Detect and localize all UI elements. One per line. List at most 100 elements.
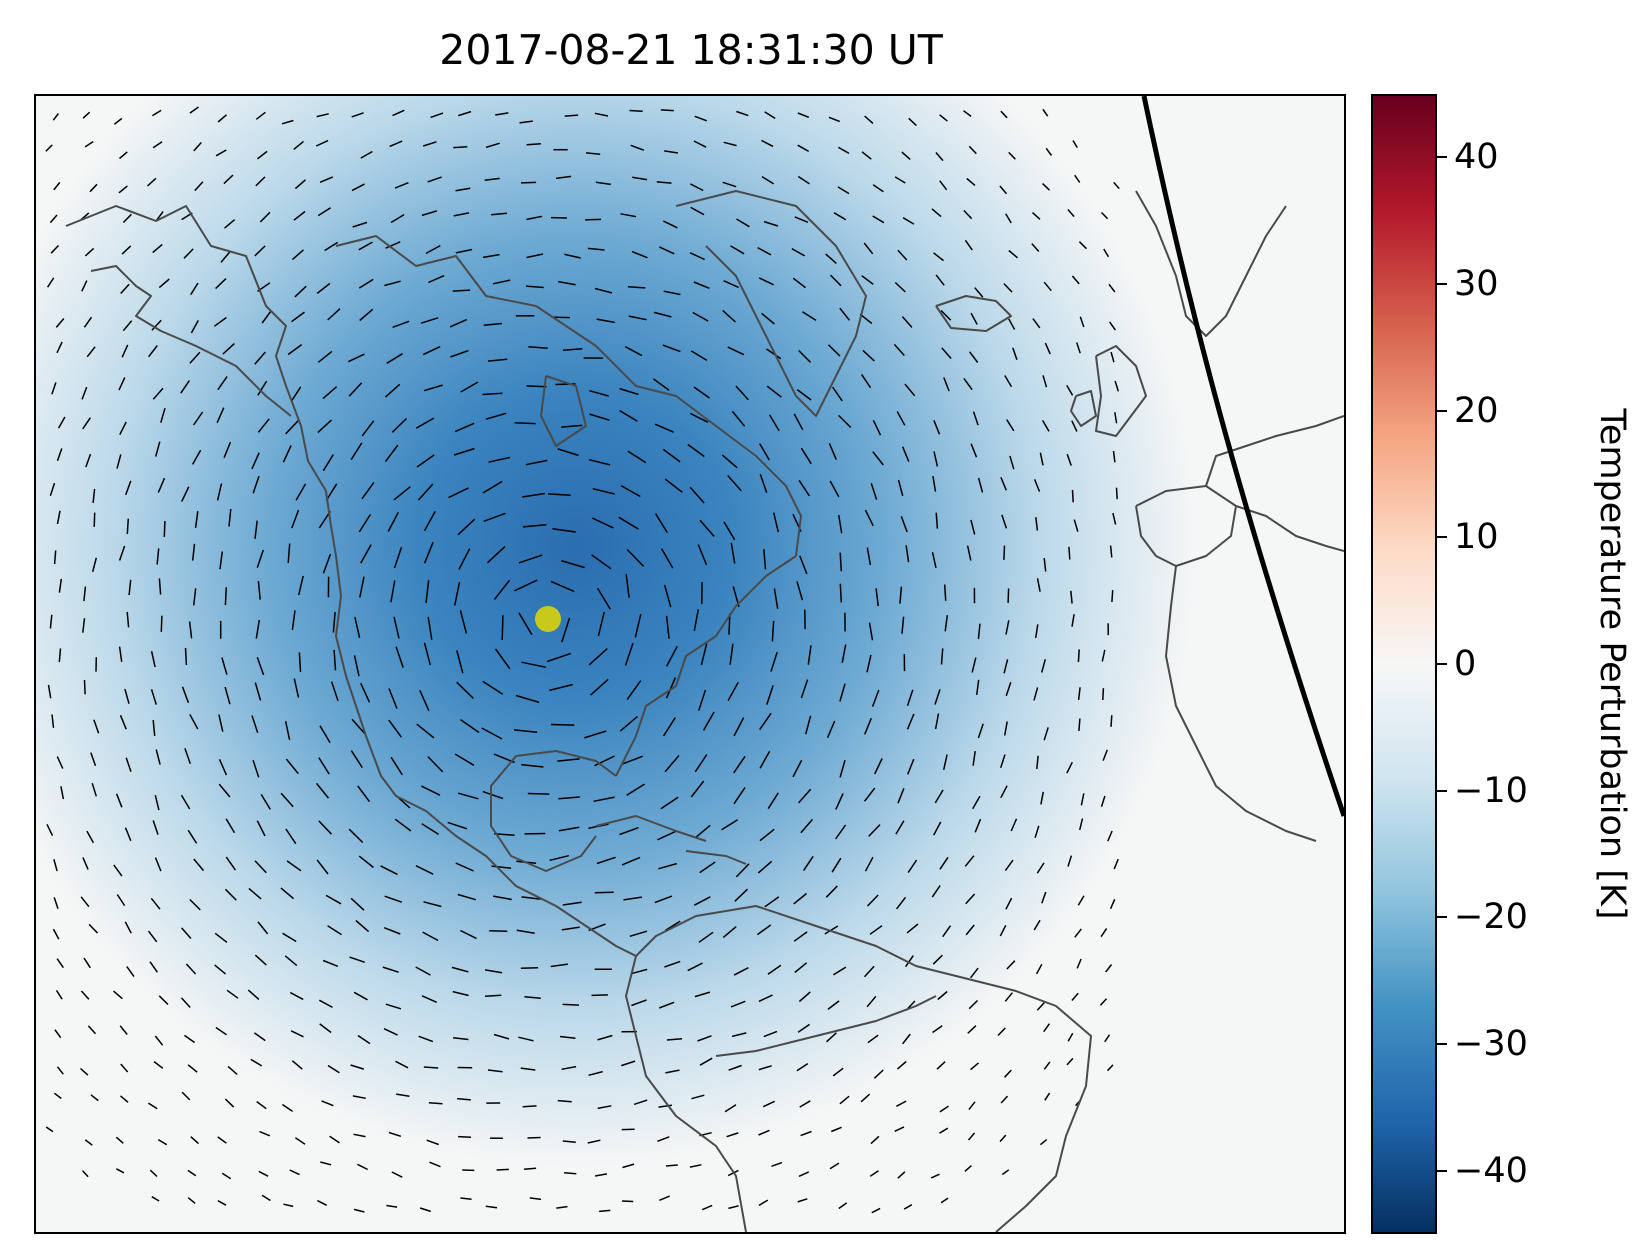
perturbation-vector bbox=[257, 921, 269, 935]
perturbation-vector bbox=[594, 1173, 608, 1177]
perturbation-vector bbox=[759, 712, 772, 731]
perturbation-vector bbox=[180, 380, 191, 394]
perturbation-vector bbox=[792, 277, 806, 289]
perturbation-vector bbox=[589, 413, 610, 421]
perturbation-vector bbox=[360, 682, 371, 703]
perturbation-vector bbox=[665, 1164, 678, 1167]
perturbation-vector bbox=[736, 110, 749, 117]
perturbation-vector bbox=[556, 175, 572, 180]
perturbation-vector bbox=[419, 689, 430, 712]
perturbation-vector bbox=[149, 1169, 158, 1178]
perturbation-vector bbox=[828, 443, 837, 460]
perturbation-vector bbox=[360, 150, 373, 159]
perturbation-vector bbox=[1073, 519, 1079, 532]
perturbation-vector bbox=[972, 750, 976, 766]
perturbation-vector bbox=[449, 318, 468, 328]
coast-arctic-archipelago bbox=[335, 235, 802, 557]
perturbation-vector bbox=[394, 818, 412, 832]
perturbation-vector bbox=[223, 174, 234, 185]
perturbation-vector bbox=[187, 1064, 198, 1073]
perturbation-vector bbox=[283, 1203, 294, 1208]
perturbation-vector bbox=[1110, 715, 1113, 727]
perturbation-vector bbox=[807, 645, 812, 665]
perturbation-vector bbox=[427, 176, 442, 183]
colorbar-tick-mark bbox=[1437, 283, 1447, 285]
perturbation-vector bbox=[460, 381, 479, 393]
perturbation-vector bbox=[222, 343, 235, 355]
perturbation-vector bbox=[254, 351, 266, 365]
perturbation-vector bbox=[689, 412, 709, 423]
perturbation-vector bbox=[425, 244, 441, 255]
perturbation-vector bbox=[977, 723, 984, 739]
perturbation-vector bbox=[85, 453, 92, 468]
perturbation-vector bbox=[931, 552, 937, 569]
perturbation-vector bbox=[390, 213, 405, 224]
perturbation-vector bbox=[624, 642, 634, 666]
perturbation-vector bbox=[485, 1205, 498, 1209]
perturbation-vector bbox=[591, 994, 608, 997]
perturbation-vector bbox=[224, 219, 236, 229]
perturbation-vector bbox=[733, 967, 749, 976]
perturbation-vector bbox=[316, 113, 329, 118]
perturbation-vector bbox=[968, 999, 979, 1010]
perturbation-vector bbox=[839, 759, 846, 778]
perturbation-vector bbox=[902, 217, 915, 225]
perturbation-vector bbox=[561, 617, 571, 643]
perturbation-vector bbox=[825, 885, 838, 898]
perturbation-vector bbox=[347, 353, 365, 363]
perturbation-vector bbox=[83, 957, 91, 969]
perturbation-vector bbox=[496, 1168, 509, 1171]
perturbation-vector bbox=[596, 856, 616, 865]
perturbation-vector bbox=[699, 1057, 713, 1066]
perturbation-vector bbox=[595, 181, 611, 186]
perturbation-vector bbox=[120, 1063, 129, 1073]
perturbation-vector bbox=[484, 969, 503, 974]
perturbation-vector bbox=[975, 679, 980, 695]
coast-hispaniola bbox=[685, 850, 747, 865]
perturbation-vector bbox=[257, 380, 268, 396]
perturbation-vector bbox=[594, 755, 615, 767]
perturbation-vector bbox=[54, 1029, 62, 1039]
perturbation-vector bbox=[837, 514, 843, 534]
perturbation-vector bbox=[423, 901, 442, 908]
coast-south-america bbox=[635, 905, 1092, 1232]
perturbation-vector bbox=[522, 1105, 537, 1108]
perturbation-vector bbox=[486, 545, 506, 564]
perturbation-vector bbox=[316, 282, 331, 294]
perturbation-vector bbox=[839, 683, 846, 702]
perturbation-vector bbox=[756, 924, 772, 936]
perturbation-vector bbox=[45, 144, 53, 152]
perturbation-vector bbox=[690, 350, 708, 362]
perturbation-vector bbox=[322, 959, 339, 967]
perturbation-vector bbox=[863, 242, 874, 255]
perturbation-vector bbox=[358, 241, 373, 251]
perturbation-vector bbox=[458, 1135, 472, 1139]
perturbation-vector bbox=[382, 966, 399, 973]
perturbation-vector bbox=[943, 584, 947, 601]
perturbation-vector bbox=[687, 443, 705, 458]
perturbation-vector bbox=[869, 1170, 879, 1177]
perturbation-vector bbox=[352, 221, 368, 228]
perturbation-vector bbox=[87, 1025, 97, 1035]
perturbation-vector bbox=[51, 382, 57, 395]
perturbation-vector bbox=[91, 557, 98, 572]
perturbation-vector bbox=[285, 420, 299, 435]
colorbar-tick-mark bbox=[1437, 663, 1447, 665]
colorbar-tick-mark bbox=[1437, 1169, 1447, 1172]
perturbation-vector bbox=[120, 1095, 129, 1103]
perturbation-vector bbox=[866, 894, 879, 907]
perturbation-vector bbox=[1078, 718, 1081, 731]
perturbation-vector bbox=[420, 317, 439, 324]
perturbation-vector bbox=[764, 896, 780, 908]
perturbation-vector bbox=[116, 454, 122, 469]
perturbation-vector bbox=[585, 218, 602, 221]
perturbation-vector bbox=[864, 856, 874, 872]
perturbation-vector bbox=[932, 954, 943, 965]
perturbation-vector bbox=[767, 964, 782, 975]
perturbation-vector bbox=[91, 782, 98, 797]
perturbation-vector bbox=[56, 756, 64, 769]
perturbation-vector bbox=[416, 454, 435, 468]
perturbation-vector bbox=[828, 116, 840, 123]
perturbation-vector bbox=[734, 888, 749, 902]
perturbation-vector bbox=[689, 486, 705, 504]
